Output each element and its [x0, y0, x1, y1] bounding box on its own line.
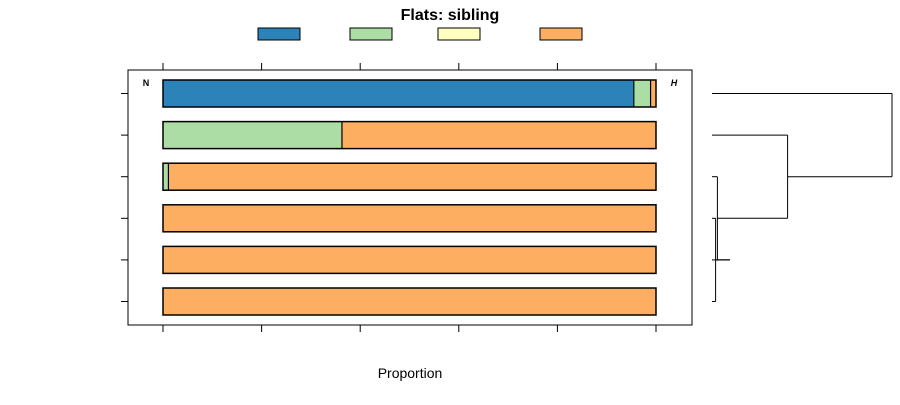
- bar-segment-dip: [163, 80, 634, 107]
- legend: [257, 27, 583, 41]
- bar-outline: [162, 287, 657, 316]
- bar-outline: [162, 245, 657, 275]
- bar-segment-rise: [168, 163, 656, 191]
- bar-outline: [162, 204, 657, 233]
- bar-segment-rise: [650, 80, 656, 107]
- dendrogram: [712, 93, 893, 302]
- bar-outline: [162, 162, 657, 191]
- bar-segment-talf: [633, 80, 651, 107]
- bar-segment-talf: [163, 121, 342, 149]
- legend-swatch-flat: [437, 27, 481, 41]
- bar-segment-rise: [163, 246, 656, 274]
- chart-title: Flats: sibling: [401, 7, 500, 24]
- x-axis: [162, 325, 657, 332]
- bar-segment-talf: [163, 163, 169, 191]
- bar-segment-rise: [341, 121, 656, 149]
- top-axis-ticks: [162, 63, 657, 70]
- h-header: H: [671, 78, 678, 88]
- legend-swatch-dip: [257, 27, 301, 41]
- x-axis-label: Proportion: [378, 365, 443, 381]
- legend-swatch-talf: [349, 27, 393, 41]
- n-header: N: [143, 78, 150, 88]
- bar-outline: [162, 120, 657, 150]
- bar-segment-rise: [163, 288, 656, 315]
- bar-segment-rise: [163, 204, 656, 232]
- bar-rows: [121, 79, 657, 316]
- bar-outline: [162, 79, 657, 108]
- plot-panel: [127, 69, 693, 326]
- legend-swatch-rise: [539, 27, 583, 41]
